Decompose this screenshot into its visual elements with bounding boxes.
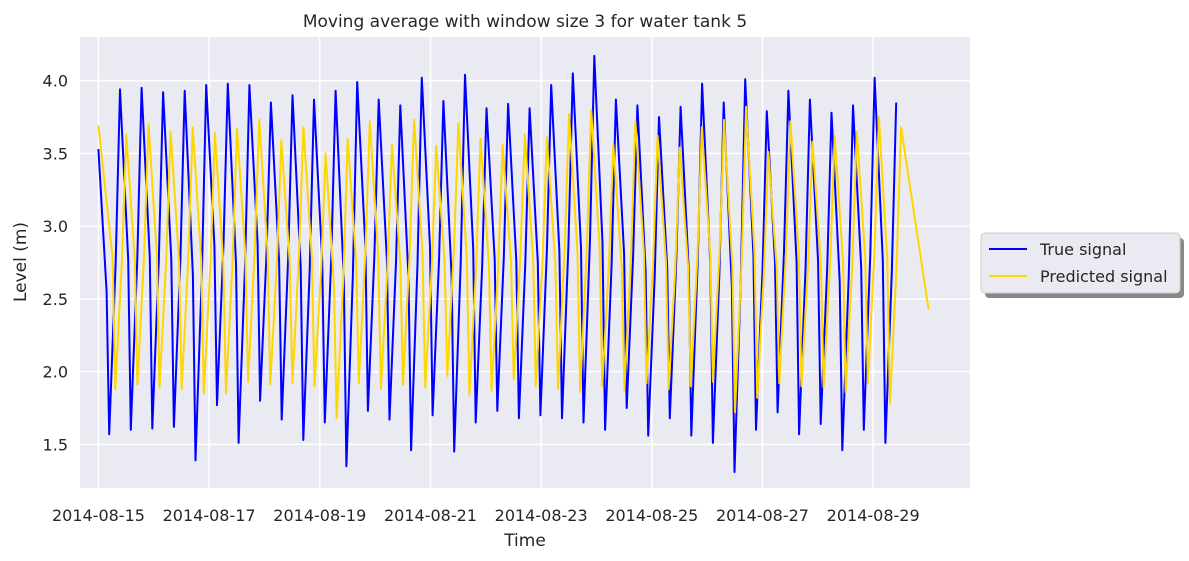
x-tick-label: 2014-08-23 bbox=[495, 506, 588, 525]
x-tick-label: 2014-08-17 bbox=[163, 506, 256, 525]
x-tick-label: 2014-08-27 bbox=[716, 506, 809, 525]
x-tick-label: 2014-08-29 bbox=[827, 506, 920, 525]
y-tick-label: 2.5 bbox=[43, 290, 68, 309]
y-tick-label: 3.0 bbox=[43, 217, 68, 236]
y-tick-label: 2.0 bbox=[43, 363, 68, 382]
x-axis-ticks: 2014-08-15 2014-08-17 2014-08-19 2014-08-21… bbox=[52, 506, 920, 525]
legend-label-true-signal: True signal bbox=[1039, 240, 1126, 259]
x-axis-label: Time bbox=[503, 531, 546, 551]
y-axis-label: Level (m) bbox=[11, 222, 31, 302]
legend-frame bbox=[980, 232, 1181, 294]
chart-title: Moving average with window size 3 for wa… bbox=[303, 12, 747, 32]
y-tick-label: 1.5 bbox=[43, 435, 68, 454]
y-axis-ticks: 1.5 2.0 2.5 3.0 3.5 4.0 bbox=[43, 72, 68, 455]
x-tick-label: 2014-08-25 bbox=[605, 506, 698, 525]
x-tick-label: 2014-08-19 bbox=[273, 506, 366, 525]
series-lines bbox=[97, 54, 930, 473]
y-tick-label: 4.0 bbox=[43, 72, 68, 91]
series-line-predicted-signal bbox=[97, 105, 930, 420]
x-tick-label: 2014-08-21 bbox=[384, 506, 477, 525]
series-line-true-signal bbox=[97, 54, 898, 473]
x-tick-label: 2014-08-15 bbox=[52, 506, 145, 525]
legend: True signal Predicted signal bbox=[980, 232, 1184, 298]
legend-label-predicted-signal: Predicted signal bbox=[1040, 267, 1168, 286]
y-tick-label: 3.5 bbox=[43, 144, 68, 163]
